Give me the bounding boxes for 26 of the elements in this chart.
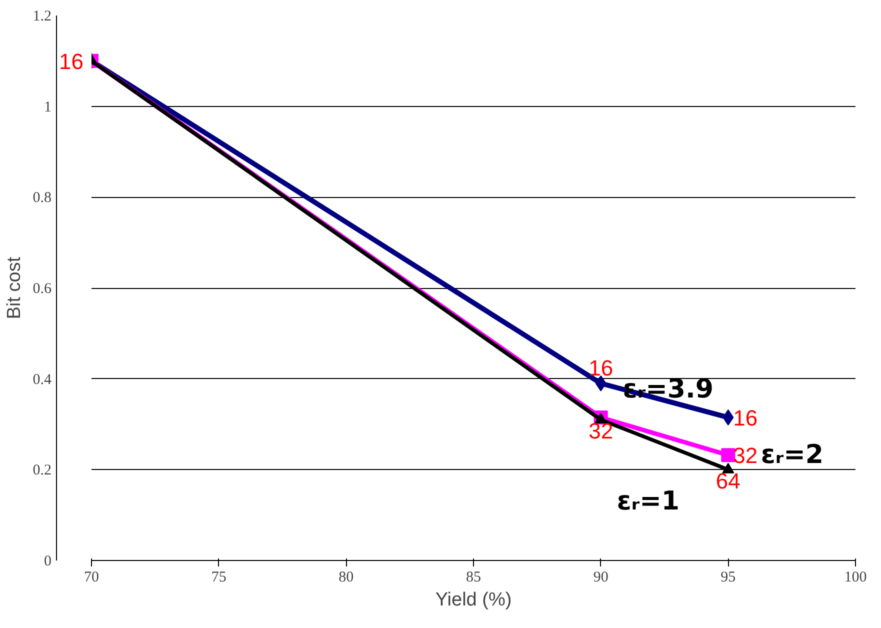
y-tick-label: 0 [44, 554, 52, 570]
x-tick-label: 85 [466, 570, 481, 586]
y-tick-label: 0.4 [32, 372, 52, 388]
point [594, 412, 607, 424]
x-tick-label: 95 [720, 570, 736, 586]
y-tick-label: 1 [44, 99, 52, 116]
series-label: εᵣ=2 [760, 440, 824, 470]
x-tick-label: 70 [84, 570, 99, 586]
y-tick-label: 0.8 [32, 190, 52, 206]
annotation: 16 [588, 355, 614, 380]
y-axis-title: Bit cost [4, 256, 25, 320]
annotation: 16 [59, 48, 84, 74]
annotation: 64 [716, 468, 740, 494]
series-label: εᵣ=1 [616, 486, 680, 517]
x-tick-label: 100 [844, 570, 867, 586]
annotation: 16 [733, 405, 758, 430]
x-tick-label: 80 [338, 570, 354, 586]
x-axis-title: Yield (%) [435, 590, 512, 610]
x-tick-label: 90 [593, 570, 608, 586]
y-tick-label: 0.2 [32, 462, 52, 479]
y-tick-label: 1.2 [32, 8, 52, 24]
point [722, 462, 734, 474]
annotation: 32 [588, 418, 614, 444]
y-tick-label: 0.6 [32, 281, 52, 297]
x-tick-label: 75 [211, 570, 226, 586]
series-label: εᵣ=3.9 [622, 374, 714, 404]
